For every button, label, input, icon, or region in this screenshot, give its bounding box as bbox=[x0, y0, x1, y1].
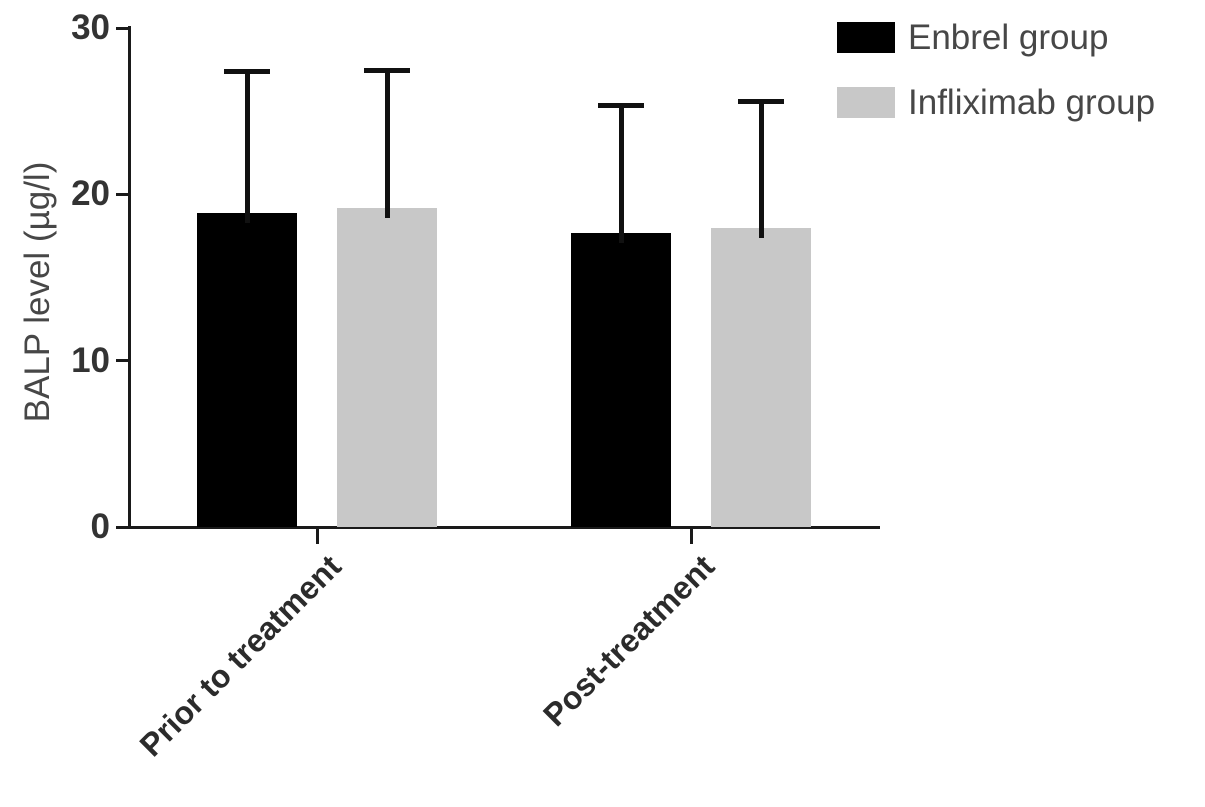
bar-enbrel-group-prior-to-treatment bbox=[197, 212, 297, 527]
y-tick-label-20: 20 bbox=[71, 174, 110, 214]
y-tick-label-10: 10 bbox=[71, 340, 110, 380]
y-tick-30 bbox=[116, 26, 130, 30]
legend-swatch-enbrel-group bbox=[837, 22, 895, 53]
bar-infliximab-group-post-treatment bbox=[711, 227, 811, 527]
error-bar-cap-infliximab-group-prior-to-treatment bbox=[364, 67, 410, 73]
y-tick-0 bbox=[116, 525, 130, 529]
legend-label-infliximab-group: Infliximab group bbox=[908, 83, 1156, 122]
bar-enbrel-group-post-treatment bbox=[571, 232, 671, 527]
legend-label-enbrel-group: Enbrel group bbox=[908, 18, 1109, 57]
x-tick-prior-to-treatment bbox=[315, 528, 319, 544]
y-axis-line bbox=[128, 26, 131, 529]
error-bar-cap-enbrel-group-post-treatment bbox=[598, 102, 644, 108]
error-bar-cap-enbrel-group-prior-to-treatment bbox=[224, 69, 270, 75]
error-bar-stem-enbrel-group-post-treatment bbox=[618, 104, 624, 243]
bar-infliximab-group-prior-to-treatment bbox=[337, 207, 437, 527]
error-bar-cap-infliximab-group-post-treatment bbox=[738, 99, 784, 105]
error-bar-stem-infliximab-group-post-treatment bbox=[758, 101, 764, 238]
x-tick-post-treatment bbox=[689, 528, 693, 544]
y-tick-10 bbox=[116, 359, 130, 363]
x-label-prior-to-treatment: Prior to treatment bbox=[132, 548, 348, 764]
y-tick-label-0: 0 bbox=[90, 507, 110, 546]
x-axis-line bbox=[128, 526, 880, 529]
y-tick-label-30: 30 bbox=[71, 8, 110, 47]
y-tick-20 bbox=[116, 192, 130, 196]
error-bar-stem-infliximab-group-prior-to-treatment bbox=[384, 69, 390, 218]
x-label-post-treatment: Post-treatment bbox=[536, 548, 722, 734]
legend-swatch-infliximab-group bbox=[837, 87, 895, 118]
error-bar-stem-enbrel-group-prior-to-treatment bbox=[244, 71, 250, 223]
